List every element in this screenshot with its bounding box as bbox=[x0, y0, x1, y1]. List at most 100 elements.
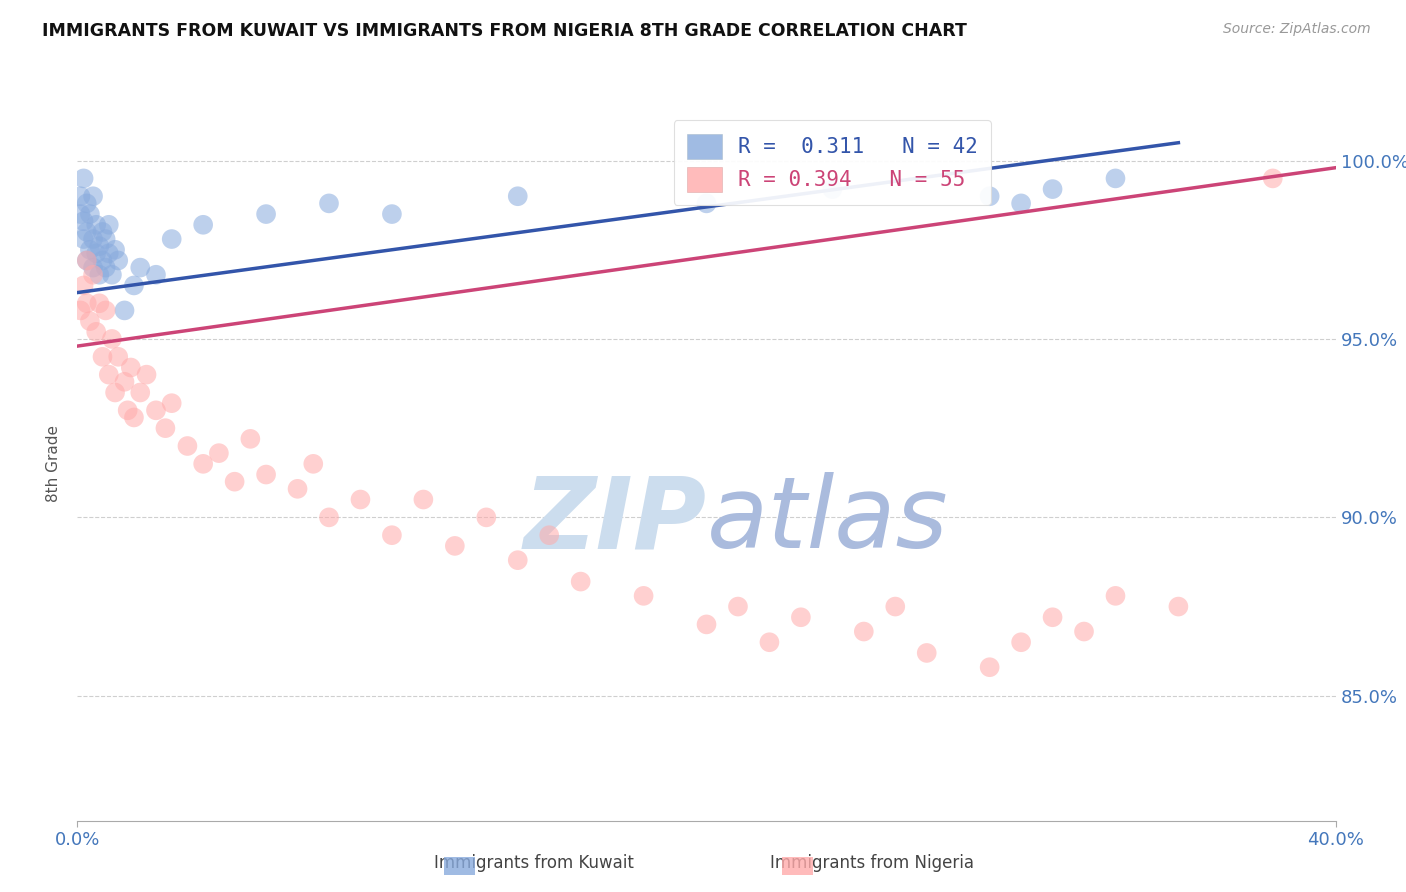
Point bbox=[160, 396, 183, 410]
Point bbox=[122, 410, 145, 425]
Point bbox=[318, 196, 340, 211]
Point bbox=[97, 368, 120, 382]
Point bbox=[569, 574, 592, 589]
Point bbox=[82, 260, 104, 275]
Point bbox=[412, 492, 434, 507]
Point bbox=[72, 232, 94, 246]
Point bbox=[884, 599, 907, 614]
Point bbox=[1010, 635, 1032, 649]
Point bbox=[191, 218, 215, 232]
Point bbox=[76, 196, 98, 211]
Text: IMMIGRANTS FROM KUWAIT VS IMMIGRANTS FROM NIGERIA 8TH GRADE CORRELATION CHART: IMMIGRANTS FROM KUWAIT VS IMMIGRANTS FRO… bbox=[42, 22, 967, 40]
Point bbox=[349, 492, 371, 507]
Point bbox=[89, 239, 111, 253]
Point bbox=[89, 268, 111, 282]
Point bbox=[135, 368, 157, 382]
Point bbox=[89, 296, 111, 310]
Point bbox=[79, 243, 101, 257]
Text: Immigrants from Nigeria: Immigrants from Nigeria bbox=[769, 855, 974, 872]
Point bbox=[107, 253, 129, 268]
Point bbox=[696, 617, 718, 632]
Point bbox=[104, 243, 127, 257]
Point bbox=[97, 246, 120, 260]
Point bbox=[69, 207, 91, 221]
Point bbox=[145, 268, 167, 282]
Text: ZIP: ZIP bbox=[523, 473, 707, 569]
Text: atlas: atlas bbox=[707, 473, 948, 569]
Point bbox=[191, 457, 215, 471]
Point bbox=[72, 171, 94, 186]
Point bbox=[82, 232, 104, 246]
Point bbox=[1042, 182, 1064, 196]
Point bbox=[318, 510, 340, 524]
Point bbox=[1261, 171, 1284, 186]
Point bbox=[114, 375, 136, 389]
Point bbox=[444, 539, 467, 553]
Point bbox=[104, 385, 127, 400]
Point bbox=[254, 467, 277, 482]
Point bbox=[82, 189, 104, 203]
Point bbox=[979, 189, 1001, 203]
Point bbox=[84, 246, 107, 260]
Point bbox=[76, 253, 98, 268]
Point bbox=[129, 385, 152, 400]
Point bbox=[84, 218, 107, 232]
Point bbox=[852, 624, 875, 639]
Point bbox=[72, 278, 94, 293]
Point bbox=[101, 268, 124, 282]
Point bbox=[94, 260, 117, 275]
Point bbox=[254, 207, 277, 221]
Point bbox=[91, 225, 114, 239]
Point bbox=[94, 232, 117, 246]
Point bbox=[76, 225, 98, 239]
Point bbox=[129, 260, 152, 275]
Point bbox=[91, 350, 114, 364]
Point bbox=[176, 439, 198, 453]
Point bbox=[915, 646, 938, 660]
Point bbox=[91, 253, 114, 268]
Point bbox=[1073, 624, 1095, 639]
Point bbox=[1104, 589, 1126, 603]
Point bbox=[114, 303, 136, 318]
Legend: R =  0.311   N = 42, R = 0.394   N = 55: R = 0.311 N = 42, R = 0.394 N = 55 bbox=[673, 120, 991, 205]
Point bbox=[76, 296, 98, 310]
Point bbox=[72, 214, 94, 228]
Point bbox=[107, 350, 129, 364]
Point bbox=[76, 253, 98, 268]
Point bbox=[1042, 610, 1064, 624]
Point bbox=[790, 610, 813, 624]
Point bbox=[979, 660, 1001, 674]
Point bbox=[1167, 599, 1189, 614]
Point bbox=[101, 332, 124, 346]
Point bbox=[84, 325, 107, 339]
Point bbox=[160, 232, 183, 246]
Point bbox=[727, 599, 749, 614]
Point bbox=[122, 278, 145, 293]
Point bbox=[117, 403, 139, 417]
Point bbox=[1010, 196, 1032, 211]
Text: Immigrants from Kuwait: Immigrants from Kuwait bbox=[434, 855, 634, 872]
Point bbox=[633, 589, 655, 603]
Point bbox=[696, 196, 718, 211]
Point bbox=[381, 207, 404, 221]
Point bbox=[94, 303, 117, 318]
Point bbox=[239, 432, 262, 446]
Point bbox=[145, 403, 167, 417]
Point bbox=[97, 218, 120, 232]
Point bbox=[120, 360, 142, 375]
Point bbox=[1104, 171, 1126, 186]
Point bbox=[475, 510, 498, 524]
Point bbox=[506, 189, 529, 203]
Point bbox=[758, 635, 780, 649]
Point bbox=[287, 482, 309, 496]
Point bbox=[381, 528, 404, 542]
Point bbox=[69, 303, 91, 318]
Point bbox=[538, 528, 561, 542]
Point bbox=[821, 182, 844, 196]
Y-axis label: 8th Grade: 8th Grade bbox=[46, 425, 62, 502]
Point bbox=[506, 553, 529, 567]
Text: Source: ZipAtlas.com: Source: ZipAtlas.com bbox=[1223, 22, 1371, 37]
Point bbox=[82, 268, 104, 282]
Point bbox=[224, 475, 246, 489]
Point bbox=[79, 207, 101, 221]
